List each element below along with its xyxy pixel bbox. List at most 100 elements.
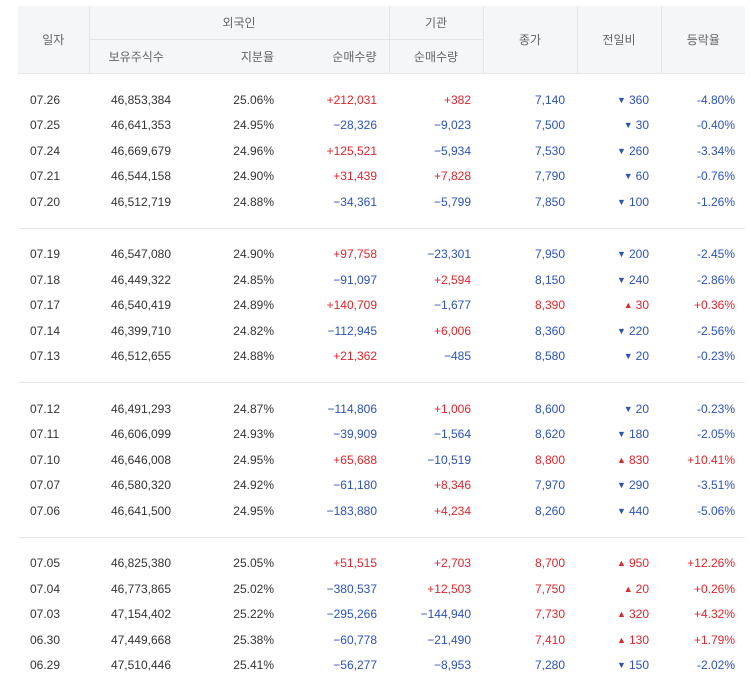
cell-rate: +0.36% xyxy=(661,293,745,319)
cell-ratio: 24.90% xyxy=(183,164,286,190)
cell-close: 7,730 xyxy=(483,602,577,628)
header-ratio: 지분율 xyxy=(183,40,286,74)
cell-foreign-net: −380,537 xyxy=(286,576,389,602)
table-header: 일자 외국인 기관 종가 전일비 등락율 보유주식수 지분율 순매수량 순매수량 xyxy=(18,6,745,74)
cell-holding-shares: 46,399,710 xyxy=(89,318,183,344)
cell-ratio: 24.95% xyxy=(183,498,286,524)
cell-holding-shares: 46,512,719 xyxy=(89,189,183,215)
cell-close: 7,850 xyxy=(483,189,577,215)
cell-inst-net: +382 xyxy=(389,87,483,113)
change-value: 20 xyxy=(636,402,649,416)
cell-date: 07.05 xyxy=(18,551,89,577)
cell-foreign-net: +65,688 xyxy=(286,447,389,473)
cell-date: 07.24 xyxy=(18,138,89,164)
group-spacer xyxy=(18,215,745,229)
cell-inst-net: +1,006 xyxy=(389,396,483,422)
cell-change: ▼240 xyxy=(577,267,661,293)
cell-date: 07.04 xyxy=(18,576,89,602)
cell-foreign-net: −61,180 xyxy=(286,473,389,499)
triangle-up-icon: ▲ xyxy=(617,635,626,645)
cell-inst-net: +12,503 xyxy=(389,576,483,602)
change-value: 60 xyxy=(636,169,649,183)
cell-change: ▼20 xyxy=(577,396,661,422)
cell-holding-shares: 46,606,099 xyxy=(89,422,183,448)
header-rate: 등락율 xyxy=(661,6,745,74)
cell-foreign-net: −56,277 xyxy=(286,653,389,679)
cell-ratio: 24.95% xyxy=(183,113,286,139)
cell-change: ▼60 xyxy=(577,164,661,190)
triangle-up-icon: ▲ xyxy=(617,455,626,465)
header-inst-net: 순매수량 xyxy=(389,40,483,74)
group-spacer xyxy=(18,229,745,242)
cell-date: 07.10 xyxy=(18,447,89,473)
cell-holding-shares: 46,773,865 xyxy=(89,576,183,602)
cell-change: ▲20 xyxy=(577,576,661,602)
triangle-down-icon: ▼ xyxy=(617,249,626,259)
cell-date: 07.13 xyxy=(18,344,89,370)
cell-change: ▼290 xyxy=(577,473,661,499)
cell-close: 8,260 xyxy=(483,498,577,524)
group-spacer xyxy=(18,383,745,396)
triangle-up-icon: ▲ xyxy=(617,609,626,619)
cell-change: ▼220 xyxy=(577,318,661,344)
cell-close: 7,410 xyxy=(483,627,577,653)
cell-ratio: 24.85% xyxy=(183,267,286,293)
cell-rate: -3.51% xyxy=(661,473,745,499)
triangle-down-icon: ▼ xyxy=(617,197,626,207)
triangle-down-icon: ▼ xyxy=(624,404,633,414)
triangle-down-icon: ▼ xyxy=(624,120,633,130)
cell-close: 8,360 xyxy=(483,318,577,344)
cell-foreign-net: +125,521 xyxy=(286,138,389,164)
change-value: 320 xyxy=(629,607,649,621)
cell-foreign-net: +212,031 xyxy=(286,87,389,113)
cell-ratio: 24.87% xyxy=(183,396,286,422)
cell-inst-net: −1,564 xyxy=(389,422,483,448)
change-value: 440 xyxy=(629,504,649,518)
cell-holding-shares: 46,580,320 xyxy=(89,473,183,499)
cell-foreign-net: −28,326 xyxy=(286,113,389,139)
triangle-down-icon: ▼ xyxy=(624,351,633,361)
cell-inst-net: −485 xyxy=(389,344,483,370)
cell-date: 07.18 xyxy=(18,267,89,293)
change-value: 100 xyxy=(629,195,649,209)
cell-date: 07.12 xyxy=(18,396,89,422)
cell-ratio: 24.88% xyxy=(183,189,286,215)
cell-date: 06.29 xyxy=(18,653,89,679)
cell-rate: +4.32% xyxy=(661,602,745,628)
cell-date: 07.14 xyxy=(18,318,89,344)
cell-inst-net: +2,594 xyxy=(389,267,483,293)
cell-change: ▼30 xyxy=(577,113,661,139)
cell-holding-shares: 46,491,293 xyxy=(89,396,183,422)
cell-foreign-net: −39,909 xyxy=(286,422,389,448)
change-value: 830 xyxy=(629,453,649,467)
cell-holding-shares: 47,449,668 xyxy=(89,627,183,653)
cell-date: 07.20 xyxy=(18,189,89,215)
group-spacer xyxy=(18,369,745,383)
cell-change: ▼20 xyxy=(577,344,661,370)
cell-change: ▲950 xyxy=(577,551,661,577)
cell-ratio: 25.38% xyxy=(183,627,286,653)
cell-close: 7,790 xyxy=(483,164,577,190)
cell-inst-net: −9,023 xyxy=(389,113,483,139)
cell-holding-shares: 47,510,446 xyxy=(89,653,183,679)
cell-inst-net: +2,703 xyxy=(389,551,483,577)
cell-change: ▼100 xyxy=(577,189,661,215)
cell-rate: -3.34% xyxy=(661,138,745,164)
cell-holding-shares: 46,547,080 xyxy=(89,242,183,268)
header-date: 일자 xyxy=(18,6,89,74)
cell-foreign-net: −114,806 xyxy=(286,396,389,422)
header-foreign-net: 순매수량 xyxy=(286,40,389,74)
cell-holding-shares: 46,641,353 xyxy=(89,113,183,139)
cell-ratio: 24.90% xyxy=(183,242,286,268)
cell-rate: -2.56% xyxy=(661,318,745,344)
cell-ratio: 24.89% xyxy=(183,293,286,319)
change-value: 30 xyxy=(636,118,649,132)
cell-close: 8,580 xyxy=(483,344,577,370)
cell-inst-net: +8,346 xyxy=(389,473,483,499)
cell-foreign-net: +31,439 xyxy=(286,164,389,190)
